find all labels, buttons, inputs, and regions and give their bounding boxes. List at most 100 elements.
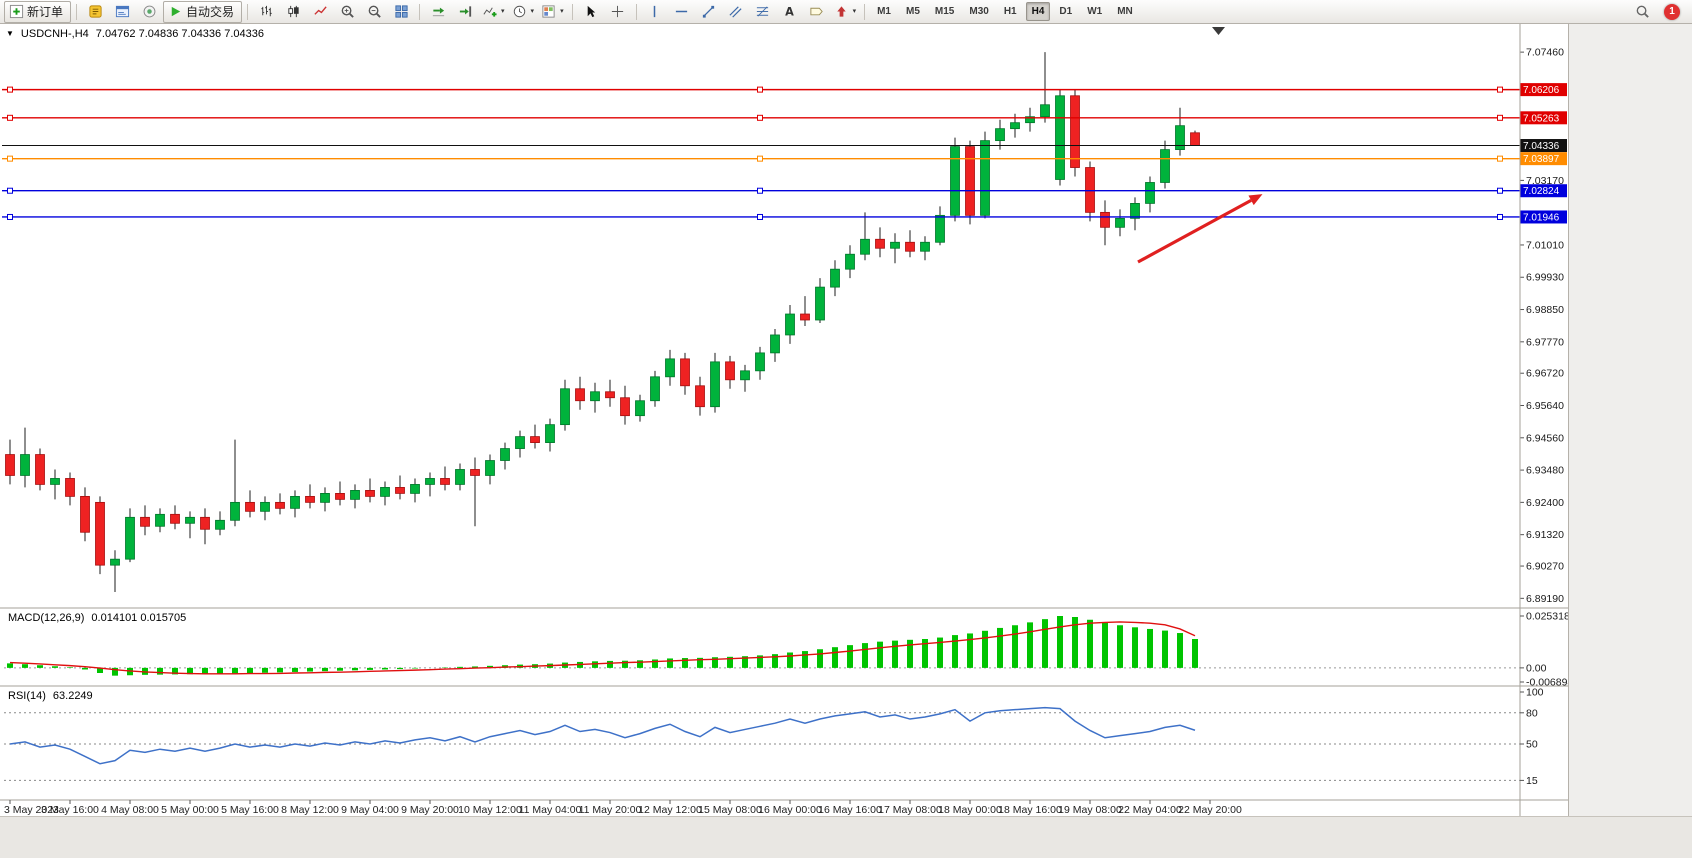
svg-text:100: 100 — [1526, 687, 1544, 699]
timeframe-h1-button[interactable]: H1 — [1003, 6, 1017, 17]
candle — [995, 119, 1005, 150]
templates-button[interactable]: ▾ — [538, 1, 567, 23]
line-handle[interactable] — [7, 187, 13, 194]
chart-shift-icon — [459, 6, 471, 17]
timeframe-m30-button[interactable]: M30 — [969, 6, 989, 17]
trendline-button[interactable] — [696, 1, 722, 23]
zoom-out-button[interactable] — [361, 1, 387, 23]
chart-background — [0, 24, 1568, 816]
periods-button[interactable]: ▾ — [509, 1, 538, 23]
svg-text:6.97770: 6.97770 — [1526, 336, 1564, 348]
candle — [290, 490, 300, 518]
collapse-arrow-icon[interactable]: ▼ — [6, 29, 14, 38]
fibonacci-button[interactable] — [750, 1, 776, 23]
candle — [710, 352, 720, 413]
candle — [5, 439, 15, 485]
candle — [830, 260, 840, 297]
terminal-button[interactable] — [109, 1, 135, 23]
arrows-button[interactable]: ▾ — [831, 1, 860, 23]
candlestick-icon — [287, 5, 299, 18]
line-handle[interactable] — [757, 187, 763, 194]
timeframe-h4-button[interactable]: H4 — [1025, 2, 1051, 21]
candle — [320, 487, 330, 512]
metaeditor-button[interactable] — [82, 1, 108, 23]
resistance-line-2[interactable] — [2, 114, 1520, 121]
svg-text:6.89190: 6.89190 — [1526, 593, 1564, 605]
line-handle[interactable] — [1497, 114, 1503, 121]
support-line-1[interactable] — [2, 187, 1520, 194]
line-handle[interactable] — [1497, 213, 1503, 220]
zoom-in-icon — [341, 5, 354, 18]
text-button[interactable]: A — [777, 1, 803, 23]
candle — [785, 305, 795, 344]
crosshair-button[interactable] — [605, 1, 631, 23]
candlestick-chart-button[interactable] — [280, 1, 306, 23]
timeframe-w1-button[interactable]: W1 — [1087, 6, 1103, 17]
svg-text:5 May 00:00: 5 May 00:00 — [161, 804, 219, 816]
line-handle[interactable] — [757, 155, 763, 162]
timeframe-mn-button[interactable]: MN — [1117, 6, 1133, 17]
price-axis: 7.07460 7.03170 7.01010 6.99930 6.98850 6.977… — [1520, 47, 1564, 605]
line-chart-button[interactable] — [307, 1, 333, 23]
line-handle[interactable] — [757, 86, 763, 93]
line-handle[interactable] — [1497, 187, 1503, 194]
timeframe-m5-button[interactable]: M5 — [906, 6, 920, 17]
resistance-line-1[interactable] — [2, 86, 1520, 93]
line-handle[interactable] — [7, 155, 13, 162]
line-handle[interactable] — [757, 114, 763, 121]
text-label-button[interactable] — [804, 1, 830, 23]
tile-windows-button[interactable] — [388, 1, 414, 23]
line-handle[interactable] — [7, 114, 13, 121]
line-chart-icon — [313, 6, 327, 15]
svg-text:22 May 20:00: 22 May 20:00 — [1178, 804, 1242, 816]
tile-windows-icon — [394, 5, 408, 18]
line-handle[interactable] — [7, 213, 13, 220]
timeframe-m1-button[interactable]: M1 — [877, 6, 891, 17]
chart-shift-marker[interactable] — [1212, 27, 1225, 35]
candle — [485, 454, 495, 485]
line-handle[interactable] — [7, 86, 13, 93]
indicators-icon — [483, 7, 497, 17]
svg-text:11 May 04:00: 11 May 04:00 — [519, 804, 582, 816]
autotrading-button-label: 自动交易 — [186, 5, 235, 19]
zoom-out-icon — [368, 5, 381, 18]
chart-window[interactable]: 7.06206 7.05263 7.03897 7.02824 7.01946 7.043… — [0, 24, 1569, 816]
navigator-icon — [143, 5, 155, 18]
vertical-line-button[interactable] — [642, 1, 668, 23]
cursor-button[interactable] — [578, 1, 604, 23]
notification-badge: 1 — [1664, 3, 1680, 20]
candle — [1190, 130, 1200, 146]
svg-text:10 May 12:00: 10 May 12:00 — [458, 804, 522, 816]
auto-scroll-button[interactable] — [425, 1, 451, 23]
search-button[interactable] — [1629, 1, 1655, 23]
line-handle[interactable] — [1497, 155, 1503, 162]
candle — [470, 457, 480, 527]
autotrading-button[interactable]: 自动交易 — [163, 0, 243, 23]
new-order-button[interactable]: 新订单 — [4, 0, 72, 23]
timeframe-m15-button[interactable]: M15 — [934, 6, 955, 17]
candle — [815, 278, 825, 323]
line-handle[interactable] — [757, 213, 763, 220]
zoom-in-button[interactable] — [334, 1, 360, 23]
candle — [380, 481, 390, 506]
trend-arrow[interactable] — [1137, 194, 1263, 264]
equidistant-channel-button[interactable] — [723, 1, 749, 23]
line-handle[interactable] — [1497, 86, 1503, 93]
price-chart[interactable]: 7.06206 7.05263 7.03897 7.02824 7.01946 7.043… — [0, 24, 1568, 816]
text-icon: A — [785, 6, 794, 19]
candle — [140, 505, 150, 536]
price-badge-7.06206: 7.06206 — [1520, 83, 1567, 97]
bar-chart-button[interactable] — [253, 1, 279, 23]
navigator-button[interactable] — [136, 1, 162, 23]
indicators-button[interactable]: ▾ — [479, 1, 508, 23]
candle — [545, 418, 555, 452]
pivot-line[interactable] — [2, 155, 1520, 162]
svg-text:7.02824: 7.02824 — [1523, 186, 1560, 197]
support-line-2[interactable] — [2, 213, 1520, 220]
timeframe-d1-button[interactable]: D1 — [1059, 6, 1073, 17]
chart-shift-button[interactable] — [452, 1, 478, 23]
candle — [680, 352, 690, 395]
horizontal-line-button[interactable] — [669, 1, 695, 23]
